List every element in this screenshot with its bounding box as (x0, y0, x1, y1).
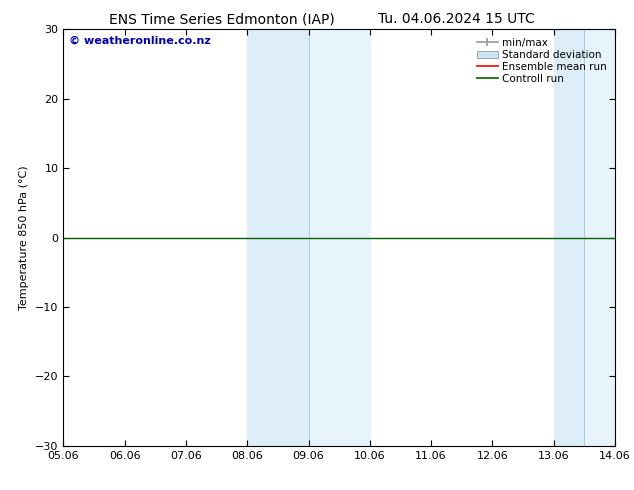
Text: © weatheronline.co.nz: © weatheronline.co.nz (69, 36, 210, 46)
Bar (553, 29, 585, 446)
Bar (585, 29, 615, 446)
Text: Tu. 04.06.2024 15 UTC: Tu. 04.06.2024 15 UTC (378, 12, 535, 26)
Legend: min/max, Standard deviation, Ensemble mean run, Controll run: min/max, Standard deviation, Ensemble me… (474, 35, 610, 87)
Bar (247, 29, 309, 446)
Y-axis label: Temperature 850 hPa (°C): Temperature 850 hPa (°C) (20, 165, 30, 310)
Bar (309, 29, 370, 446)
Text: ENS Time Series Edmonton (IAP): ENS Time Series Edmonton (IAP) (109, 12, 335, 26)
